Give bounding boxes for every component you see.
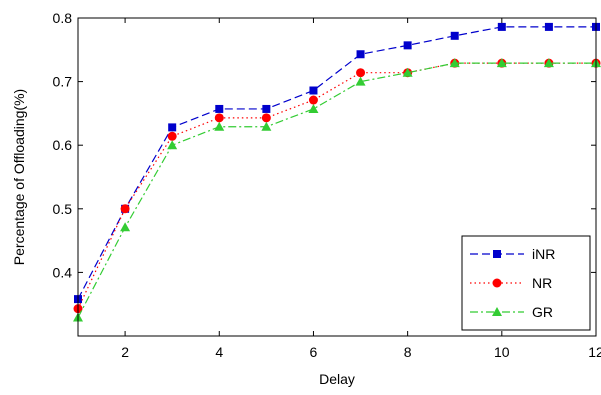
x-tick-label: 10	[494, 344, 510, 360]
data-point-nr	[120, 204, 130, 214]
x-tick-label: 6	[310, 344, 318, 360]
data-point-inr	[309, 86, 318, 95]
y-tick-label: 0.5	[53, 201, 73, 217]
data-point-gr	[402, 67, 413, 77]
data-point-inr	[544, 22, 553, 31]
series-line-gr	[77, 62, 596, 318]
data-point-gr	[355, 76, 366, 86]
x-tick-label: 8	[404, 344, 412, 360]
legend-box	[461, 235, 591, 331]
data-point-gr	[449, 58, 460, 68]
data-point-nr	[356, 68, 366, 78]
legend: iNR NR GR	[461, 235, 591, 331]
data-point-inr	[168, 123, 177, 132]
data-point-nr	[261, 113, 271, 123]
y-axis: 0.4 0.5 0.6 0.7 0.8	[53, 10, 596, 280]
x-axis-label: Delay	[319, 371, 355, 387]
x-tick-label: 4	[215, 344, 223, 360]
data-point-nr	[214, 113, 224, 123]
legend-label-nr: NR	[532, 275, 552, 291]
data-point-inr	[497, 22, 506, 31]
y-tick-label: 0.4	[53, 264, 73, 280]
y-tick-label: 0.8	[53, 10, 73, 26]
data-point-inr	[403, 41, 412, 50]
y-tick-label: 0.7	[53, 74, 73, 90]
legend-marker-inr	[493, 250, 501, 258]
legend-marker-gr	[492, 307, 502, 316]
legend-label-inr: iNR	[532, 246, 555, 262]
legend-label-gr: GR	[532, 304, 553, 320]
data-point-gr	[496, 58, 507, 68]
x-tick-label: 12	[588, 344, 601, 360]
data-point-nr	[167, 131, 177, 141]
plot-frame	[77, 17, 597, 337]
data-point-gr	[167, 140, 178, 150]
data-point-gr	[308, 103, 319, 113]
data-point-gr	[261, 121, 272, 131]
x-tick-label: 2	[121, 344, 129, 360]
data-point-inr	[450, 31, 459, 40]
data-point-nr	[308, 95, 318, 105]
legend-marker-nr	[492, 278, 502, 288]
plot-area	[73, 22, 601, 322]
data-point-gr	[214, 121, 225, 131]
data-point-inr	[356, 50, 365, 59]
y-tick-label: 0.6	[53, 137, 73, 153]
data-point-inr	[215, 104, 224, 113]
series-line-inr	[77, 26, 596, 300]
data-point-inr	[262, 104, 271, 113]
data-point-gr	[543, 58, 554, 68]
y-axis-label: Percentage of Offloading(%)	[11, 89, 27, 265]
x-axis: 2 4 6 8 10 12	[121, 18, 601, 360]
data-point-gr	[120, 222, 131, 232]
